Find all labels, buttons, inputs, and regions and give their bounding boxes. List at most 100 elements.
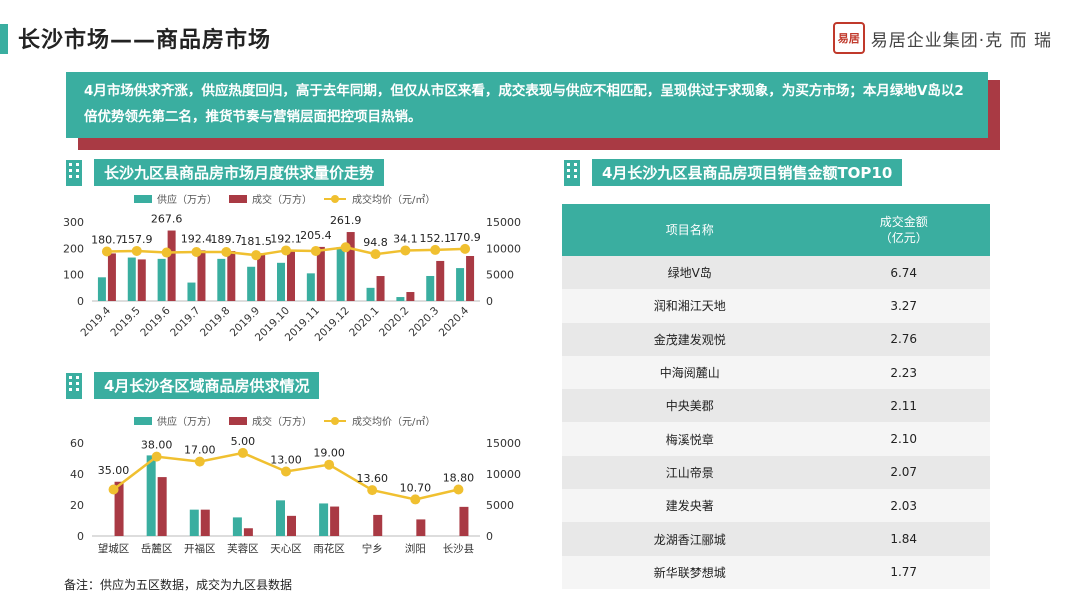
amount-cell: 2.11 xyxy=(817,389,990,423)
deal-bar xyxy=(227,251,236,301)
deal-bar xyxy=(114,481,124,536)
price-point xyxy=(131,245,142,256)
project-name-cell: 金茂建发观悦 xyxy=(562,322,818,356)
project-name-cell: 龙湖香江郦城 xyxy=(562,522,818,556)
category-label: 天心区 xyxy=(270,543,302,555)
data-label: 17.00 xyxy=(184,444,216,457)
supply-bar xyxy=(146,455,156,536)
deal-bar xyxy=(287,515,296,536)
project-name-cell: 润和湘江天地 xyxy=(562,289,818,323)
table-row: 梅溪悦章 2.10 xyxy=(562,422,990,456)
deal-bar xyxy=(197,250,206,301)
section-header-regional: 4月长沙各区域商品房供求情况 xyxy=(64,371,320,399)
data-label: 10.70 xyxy=(400,481,432,494)
category-label: 2019.8 xyxy=(198,305,232,339)
deal-bar xyxy=(406,292,415,301)
supply-bar xyxy=(189,509,199,536)
price-point xyxy=(151,451,162,462)
supply-bar xyxy=(232,517,242,536)
section-header-monthly: 长沙九区县商品房市场月度供求量价走势 xyxy=(64,158,385,186)
data-label: 189.7 xyxy=(211,233,243,246)
data-label: 5.00 xyxy=(231,435,256,448)
price-point xyxy=(221,247,232,258)
legend-label: 成交均价（元/㎡） xyxy=(352,415,435,428)
legend-swatch xyxy=(229,195,247,203)
supply-bar xyxy=(187,282,196,301)
deal-bar xyxy=(416,519,426,536)
deal-bar xyxy=(466,255,475,301)
legend-label: 供应（万方） xyxy=(157,193,217,206)
deal-bar xyxy=(167,230,176,301)
data-label: 192.4 xyxy=(181,232,213,245)
table-row: 江山帝景 2.07 xyxy=(562,455,990,490)
supply-bar xyxy=(217,258,226,301)
right-axis-tick: 5000 xyxy=(486,499,514,512)
project-name-cell: 绿地V岛 xyxy=(562,256,818,290)
summary-box: 4月市场供求齐涨，供应热度回归，高于去年同期，但仅从市区来看，成交表现与供应不相… xyxy=(66,72,988,138)
category-label: 2020.1 xyxy=(347,305,381,339)
deal-bar xyxy=(287,250,295,301)
building-icon xyxy=(564,160,580,186)
data-label: 170.9 xyxy=(449,231,481,244)
category-label: 长沙县 xyxy=(443,543,475,555)
category-label: 2019.7 xyxy=(168,305,202,339)
price-point xyxy=(281,466,291,477)
left-axis-tick: 0 xyxy=(77,530,84,543)
project-name-cell: 梅溪悦章 xyxy=(562,422,818,456)
data-label: 35.00 xyxy=(98,464,130,477)
data-label: 152.1 xyxy=(419,232,451,245)
supply-bar xyxy=(127,257,136,301)
supply-bar xyxy=(336,247,345,301)
footnote: 备注：供应为五区数据，成交为九区县数据 xyxy=(64,578,293,592)
data-label: 18.80 xyxy=(443,472,475,485)
left-axis-tick: 20 xyxy=(70,499,84,512)
data-label: 192.1 xyxy=(270,232,302,245)
building-icon xyxy=(66,373,82,399)
deal-bar xyxy=(157,477,167,536)
regional-supply-demand-chart: 供应（万方） 成交（万方） 成交均价（元/㎡） 0 20 40 60 0 5000 10000 15… xyxy=(70,415,521,555)
deal-bar xyxy=(257,253,266,301)
left-axis-tick: 40 xyxy=(70,468,84,481)
data-label: 267.6 xyxy=(151,213,183,226)
section-title-monthly: 长沙九区县商品房市场月度供求量价走势 xyxy=(94,158,385,186)
section-title-regional: 4月长沙各区域商品房供求情况 xyxy=(94,371,320,399)
category-label: 2019.4 xyxy=(79,304,114,339)
data-label: 34.1 xyxy=(393,232,418,245)
deal-bar xyxy=(243,528,253,536)
left-axis-tick: 0 xyxy=(77,295,84,308)
category-label: 2019.6 xyxy=(138,304,173,339)
supply-bar xyxy=(396,297,405,301)
section-title-top10: 4月长沙九区县商品房项目销售金额TOP10 xyxy=(592,158,903,186)
amount-cell: 2.03 xyxy=(817,489,990,523)
amount-cell: 2.07 xyxy=(817,455,990,490)
category-label: 2020.3 xyxy=(407,305,441,339)
price-point xyxy=(191,247,202,258)
data-label: 157.9 xyxy=(121,233,152,246)
amount-cell: 3.27 xyxy=(817,289,990,323)
right-axis-tick: 15000 xyxy=(486,216,521,229)
price-point xyxy=(370,249,381,260)
left-axis-tick: 300 xyxy=(63,216,84,229)
category-label: 浏阳 xyxy=(405,542,426,555)
legend-label: 成交（万方） xyxy=(252,193,312,206)
legend-swatch xyxy=(134,417,152,425)
data-label: 261.9 xyxy=(330,214,362,227)
amount-cell: 1.77 xyxy=(817,555,990,589)
table-row: 中央美郡 2.11 xyxy=(562,389,990,423)
data-label: 94.8 xyxy=(363,236,388,249)
supply-bar xyxy=(426,275,435,301)
legend-dot-swatch xyxy=(331,195,339,203)
data-label: 180.7 xyxy=(91,233,123,246)
table-row: 建发央著 2.03 xyxy=(562,489,990,523)
category-label: 2019.5 xyxy=(108,305,142,339)
deal-bar xyxy=(436,260,445,301)
category-label: 宁乡 xyxy=(362,542,383,555)
deal-bar xyxy=(459,506,469,536)
deal-bar xyxy=(316,246,325,301)
section-header-top10: 4月长沙九区县商品房项目销售金额TOP10 xyxy=(562,158,903,186)
price-point xyxy=(108,484,119,495)
supply-bar xyxy=(366,287,375,301)
project-name-cell: 中海阅麓山 xyxy=(562,355,818,390)
category-label: 雨花区 xyxy=(313,542,345,555)
supply-bar xyxy=(276,500,285,536)
